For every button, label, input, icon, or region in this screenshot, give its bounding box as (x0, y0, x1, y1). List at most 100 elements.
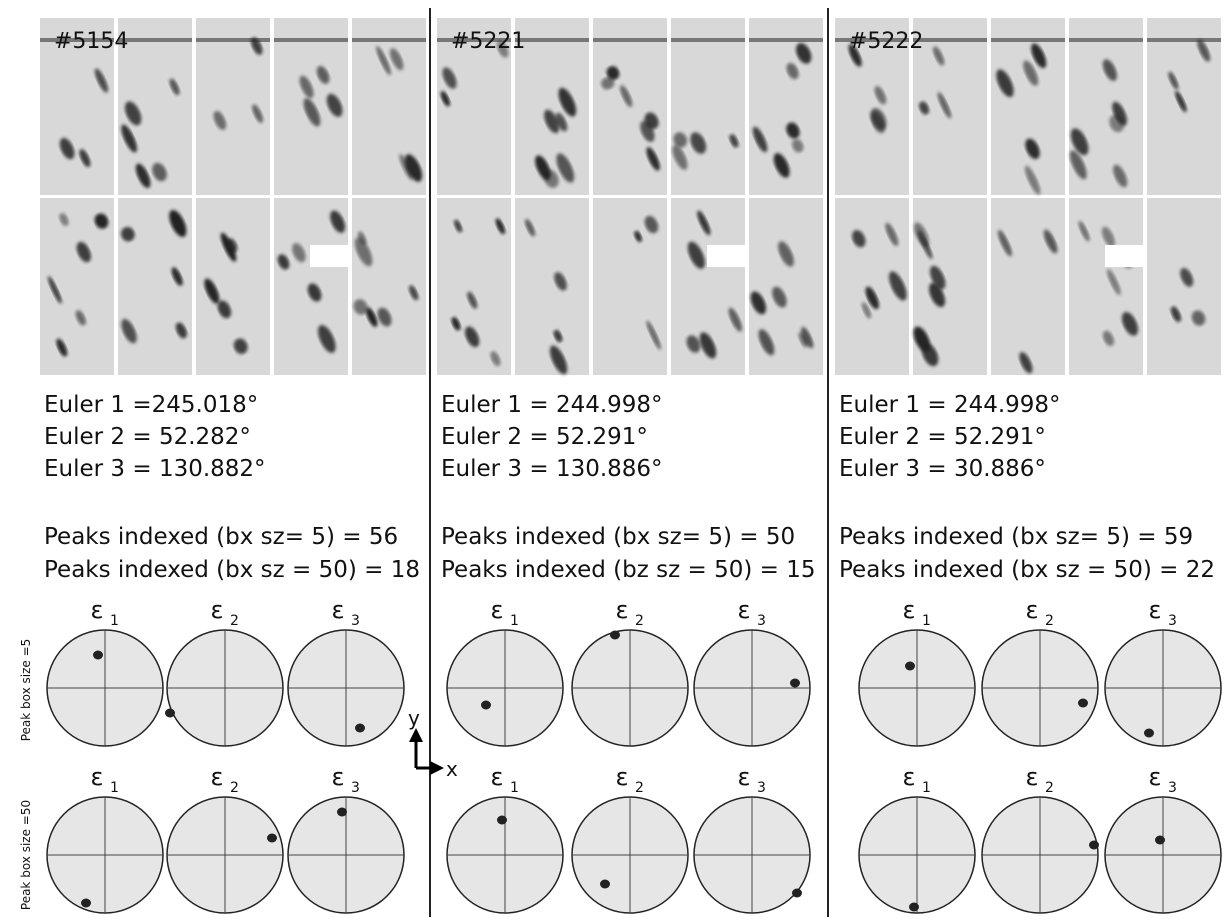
axis-label: x (446, 757, 458, 781)
diffraction-peak (1069, 150, 1087, 180)
edge-line (1147, 38, 1221, 42)
diffraction-peak (1024, 165, 1041, 195)
pole-label: ε (616, 596, 629, 624)
diffraction-peak (217, 300, 232, 319)
euler-angle: Euler 3 = 30.886° (839, 456, 1046, 482)
diffraction-peak (798, 332, 808, 348)
panel: #5154 Euler 1 =245.018° Euler 2 = 52.282° E… (40, 18, 426, 914)
euler-angle: Euler 3 = 130.886° (441, 456, 663, 482)
pole-label: ε (332, 763, 345, 791)
edge-line (593, 38, 667, 42)
diffraction-peak (1197, 39, 1211, 62)
edge-line (749, 38, 823, 42)
diffraction-peak (171, 267, 183, 286)
diffraction-peak (47, 276, 62, 304)
diffraction-peak (292, 243, 306, 263)
pole-subscript: 1 (922, 780, 931, 796)
diffraction-peak (646, 147, 660, 171)
pole-subscript: 2 (1045, 613, 1054, 629)
detector-strip (749, 198, 823, 375)
diffraction-peak (454, 219, 463, 233)
euler-angle: Euler 2 = 52.291° (839, 424, 1046, 450)
pole-spot (93, 650, 103, 660)
sample-id: #5154 (54, 29, 128, 54)
pole-spot (355, 723, 365, 733)
diffraction-peak (1170, 306, 1182, 323)
pole-label: ε (1026, 596, 1039, 624)
diffraction-peak (353, 299, 368, 315)
peaks-indexed: Peaks indexed (bx sz= 5) = 56 (44, 524, 398, 550)
diffraction-peak (1101, 226, 1115, 248)
detector-strip (991, 18, 1065, 195)
pole-subscript: 2 (1045, 780, 1054, 796)
euler-angle: Euler 3 = 130.882° (44, 456, 266, 482)
diffraction-peak (75, 310, 86, 326)
detector-strip (515, 18, 589, 195)
diffraction-peak (1175, 90, 1187, 113)
diffraction-peak (1023, 60, 1039, 86)
diffraction-peak (865, 286, 879, 310)
diffraction-peak (307, 283, 322, 302)
diffraction-peak (672, 144, 688, 170)
diffraction-peak (525, 218, 536, 237)
diffraction-peak (152, 162, 167, 182)
diffraction-peak (354, 237, 373, 267)
edge-line (671, 38, 745, 42)
diffraction-peak (169, 78, 180, 96)
euler-angle: Euler 1 = 244.998° (839, 392, 1061, 418)
pole-spot (337, 807, 347, 817)
diffraction-peak (929, 265, 946, 290)
pole-label: ε (738, 763, 751, 791)
diffraction-peak (303, 98, 321, 127)
diffraction-peak (175, 322, 187, 339)
pole-label: ε (91, 596, 104, 624)
pole-spot (610, 630, 620, 640)
diffraction-peak (801, 326, 814, 349)
diffraction-peak (644, 112, 659, 130)
diffraction-peak (1168, 71, 1179, 90)
peaks-indexed: Peaks indexed (bx sz = 50) = 22 (839, 557, 1215, 583)
diffraction-peak (442, 67, 457, 89)
diffraction-peak (786, 63, 799, 80)
diffraction-peak (914, 222, 930, 248)
edge-line (515, 38, 589, 42)
diffraction-peak (409, 285, 419, 301)
sample-id: #5222 (849, 29, 923, 54)
diffraction-peak (773, 153, 790, 178)
pole-spot (81, 898, 91, 908)
pole-label: ε (1149, 763, 1162, 791)
diffraction-peak (124, 101, 142, 126)
edge-line (274, 38, 348, 42)
diffraction-peak (316, 66, 330, 84)
diffraction-peak (601, 77, 615, 90)
euler-angle: Euler 1 =245.018° (44, 392, 258, 418)
pole-label: ε (903, 596, 916, 624)
detector-strip (991, 198, 1065, 375)
pole-spot (165, 708, 175, 718)
edge-line (913, 38, 987, 42)
edge-line (196, 38, 270, 42)
diffraction-peak (1113, 164, 1128, 188)
diffraction-peak (1070, 128, 1089, 156)
diffraction-peak (204, 278, 220, 304)
edge-line (352, 38, 426, 42)
diffraction-peak (213, 110, 227, 130)
pole-subscript: 2 (230, 780, 239, 796)
diffraction-peak (1025, 138, 1040, 160)
diffraction-peak (861, 302, 872, 319)
pole-label: ε (491, 596, 504, 624)
diffraction-peak (59, 213, 69, 226)
diffraction-peak (169, 209, 187, 237)
diffraction-peak (94, 213, 109, 229)
diffraction-peak (690, 132, 707, 154)
diffraction-peak (544, 109, 560, 134)
diffraction-peak (870, 111, 885, 134)
edge-line (1069, 38, 1143, 42)
diffraction-peak (495, 218, 506, 235)
pole-subscript: 3 (351, 780, 360, 796)
diffraction-peak (687, 241, 705, 269)
pole-spot (267, 833, 277, 843)
pole-subscript: 3 (757, 780, 766, 796)
diffraction-peak (673, 132, 688, 148)
